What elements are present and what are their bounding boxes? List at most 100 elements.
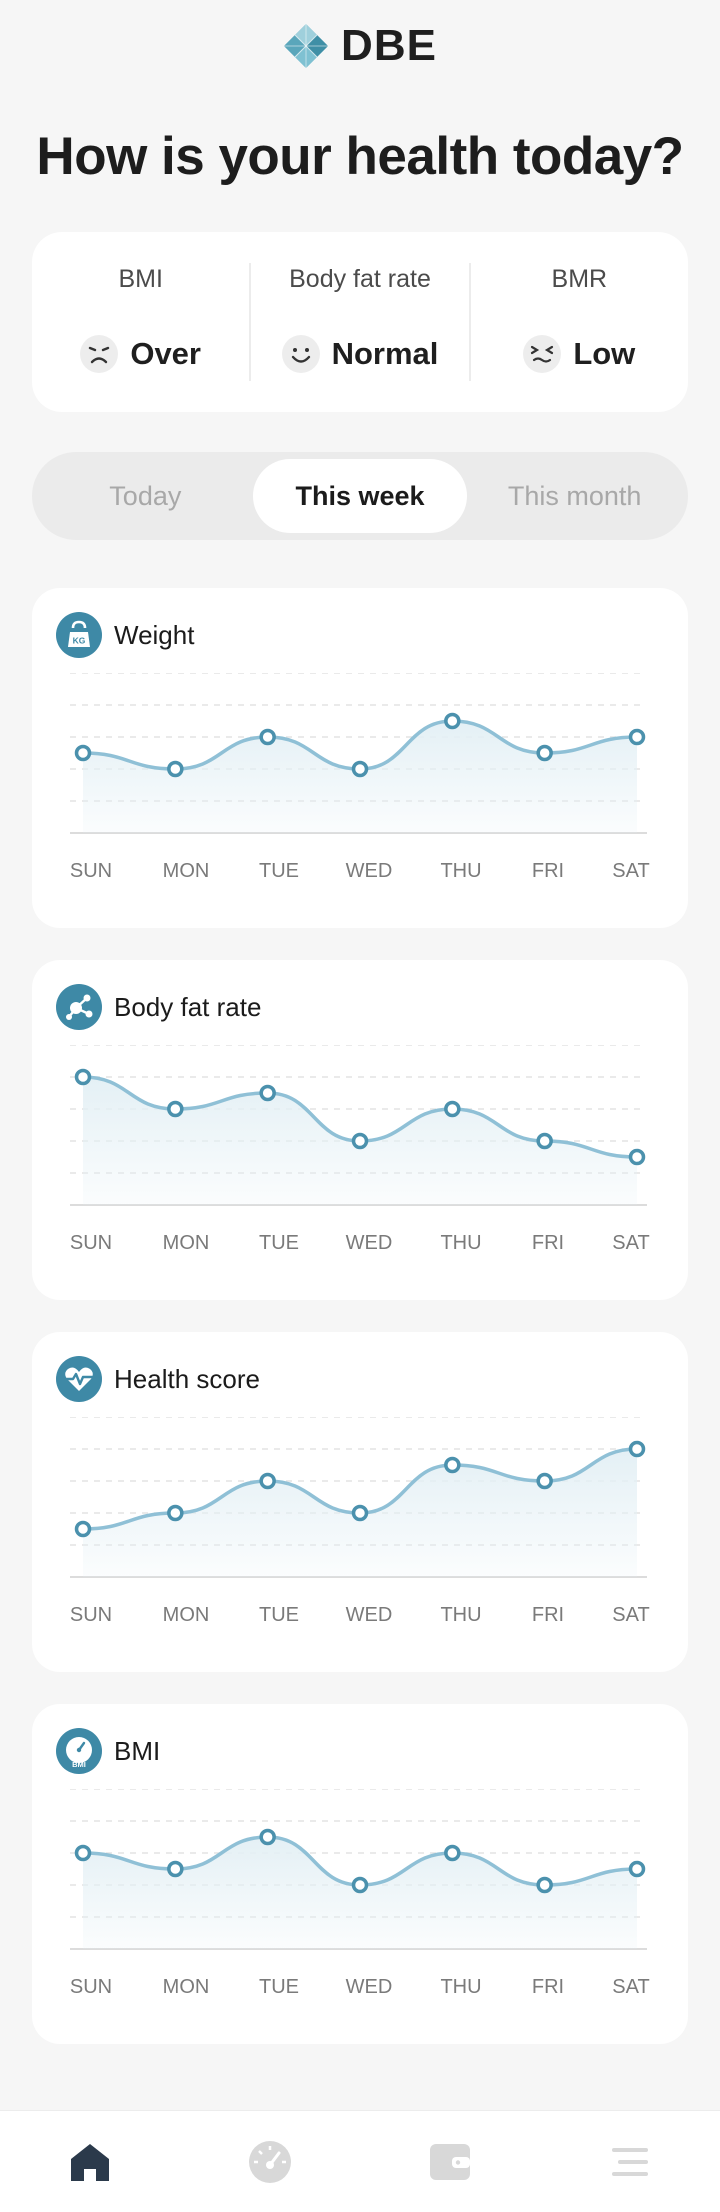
nav-home[interactable] <box>0 2111 180 2212</box>
x-tick-label: FRI <box>532 860 564 882</box>
summary-label: Body fat rate <box>289 265 431 293</box>
data-point[interactable] <box>444 1100 461 1118</box>
chart-title: BMI <box>114 1735 161 1766</box>
x-tick-label: SAT <box>612 860 649 882</box>
bmi-gauge-icon: BMI <box>56 1728 102 1774</box>
x-tick-label: SUN <box>70 860 112 882</box>
health-summary-card: BMI Over Body fat rate Normal BMR <box>32 232 688 412</box>
data-point[interactable] <box>259 728 276 746</box>
data-point[interactable] <box>628 1860 646 1878</box>
x-tick-label: THU <box>440 1604 481 1626</box>
bottom-nav <box>0 2110 720 2212</box>
data-point[interactable] <box>628 1440 646 1458</box>
chart-title: Weight <box>114 619 195 650</box>
x-tick-label: THU <box>440 860 481 882</box>
gauge-icon <box>249 2140 291 2183</box>
summary-value: Low <box>573 336 636 371</box>
summary-bmr: BMR Low <box>471 263 688 381</box>
x-tick-label: THU <box>440 1232 481 1254</box>
home-icon <box>71 2143 109 2181</box>
x-tick-label: SUN <box>70 1232 112 1254</box>
x-tick-label: TUE <box>259 1976 299 1998</box>
summary-bmi: BMI Over <box>32 263 252 381</box>
x-tick-label: MON <box>163 1604 210 1626</box>
body-fat-chart-card[interactable]: Body fat rate SUN MON TUE WED THU FRI SAT <box>32 960 688 1300</box>
data-point[interactable] <box>351 1504 369 1522</box>
smile-face-icon <box>281 335 320 373</box>
bmi-chart: SUN MON TUE WED THU FRI SAT <box>70 1789 650 1998</box>
nav-wallet[interactable] <box>360 2111 540 2212</box>
x-tick-label: THU <box>440 1976 481 1998</box>
nav-gauge[interactable] <box>180 2111 360 2212</box>
x-tick-label: FRI <box>532 1604 564 1626</box>
x-tick-label: SUN <box>70 1976 112 1998</box>
x-tick-label: WED <box>346 1232 393 1254</box>
page-title: How is your health today? <box>36 127 684 186</box>
menu-icon <box>612 2147 648 2176</box>
summary-label: BMR <box>551 265 608 293</box>
data-point[interactable] <box>628 1148 646 1166</box>
data-point[interactable] <box>444 1456 461 1474</box>
squint-face-icon <box>523 335 562 373</box>
x-tick-label: WED <box>346 860 393 882</box>
summary-value: Over <box>130 336 201 371</box>
data-point[interactable] <box>536 1472 553 1490</box>
data-point[interactable] <box>167 1860 184 1878</box>
data-point[interactable] <box>536 1132 553 1150</box>
data-point[interactable] <box>351 1132 369 1150</box>
x-tick-label: FRI <box>532 1232 564 1254</box>
x-tick-label: WED <box>346 1604 393 1626</box>
chart-title: Body fat rate <box>114 991 262 1022</box>
weight-chart: SUN MON TUE WED THU FRI SAT <box>70 673 650 882</box>
data-point[interactable] <box>259 1472 276 1490</box>
tab-today[interactable]: Today <box>109 480 182 511</box>
app-logo: DBE <box>0 18 720 74</box>
summary-label: BMI <box>118 265 163 293</box>
health-score-chart-card[interactable]: Health score SUN MON TUE WED THU FRI SAT <box>32 1332 688 1672</box>
x-tick-label: SAT <box>612 1604 649 1626</box>
tab-this-week[interactable]: This week <box>252 459 468 533</box>
data-point[interactable] <box>536 1876 553 1894</box>
data-point[interactable] <box>74 1068 92 1086</box>
data-point[interactable] <box>536 744 553 762</box>
molecule-icon <box>56 984 102 1030</box>
data-point[interactable] <box>444 1844 461 1862</box>
x-tick-label: SAT <box>612 1976 649 1998</box>
data-point[interactable] <box>74 1844 92 1862</box>
logo-text: DBE <box>341 21 437 70</box>
x-tick-label: WED <box>346 1976 393 1998</box>
x-tick-label: FRI <box>532 1976 564 1998</box>
bmi-chart-card[interactable]: BMI BMI SUN MON TUE WED THU FRI SAT <box>32 1704 688 2044</box>
x-tick-label: MON <box>163 860 210 882</box>
chart-title: Health score <box>114 1363 260 1394</box>
x-tick-label: MON <box>163 1976 210 1998</box>
data-point[interactable] <box>167 760 184 778</box>
data-point[interactable] <box>351 1876 369 1894</box>
tab-this-month[interactable]: This month <box>507 480 642 511</box>
x-tick-label: TUE <box>259 1604 299 1626</box>
x-tick-label: MON <box>163 1232 210 1254</box>
x-tick-label: TUE <box>259 1232 299 1254</box>
data-point[interactable] <box>167 1100 184 1118</box>
svg-text:BMI: BMI <box>72 1760 86 1769</box>
data-point[interactable] <box>167 1504 184 1522</box>
data-point[interactable] <box>259 1084 276 1102</box>
heart-pulse-icon <box>56 1356 102 1402</box>
diamond-logo-icon <box>284 24 329 68</box>
weight-chart-card[interactable]: KG Weight SUN MON TUE WED THU FRI SAT <box>32 588 688 928</box>
data-point[interactable] <box>259 1828 276 1846</box>
x-tick-label: TUE <box>259 860 299 882</box>
data-point[interactable] <box>628 728 646 746</box>
data-point[interactable] <box>351 760 369 778</box>
wallet-icon <box>430 2143 470 2180</box>
summary-value: Normal <box>331 336 439 371</box>
svg-text:KG: KG <box>73 636 86 646</box>
kettlebell-icon: KG <box>56 612 102 658</box>
data-point[interactable] <box>444 712 461 730</box>
nav-menu[interactable] <box>540 2111 720 2212</box>
body-fat-chart: SUN MON TUE WED THU FRI SAT <box>70 1045 650 1254</box>
data-point[interactable] <box>74 744 92 762</box>
period-selector: Today This week This month <box>32 452 688 540</box>
summary-body-fat: Body fat rate Normal <box>251 263 471 381</box>
data-point[interactable] <box>74 1520 92 1538</box>
